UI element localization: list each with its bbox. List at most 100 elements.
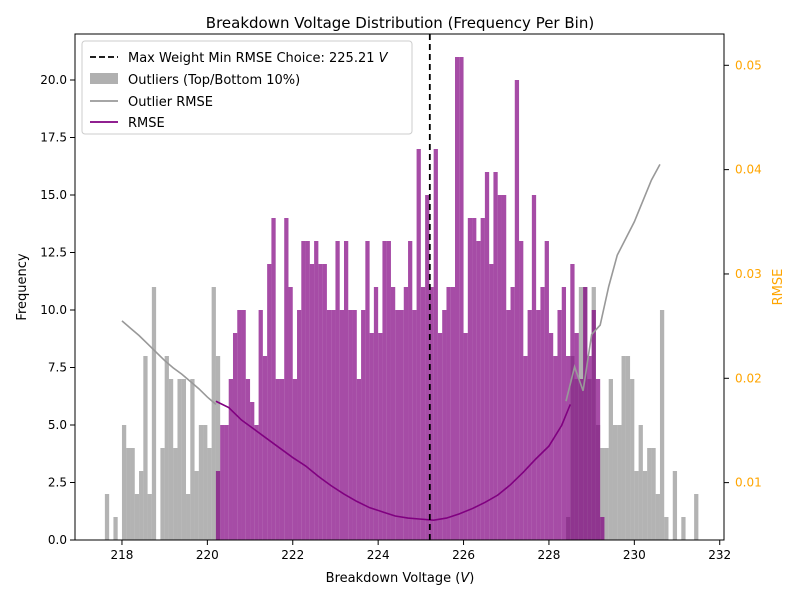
outlier-bar [681,517,686,540]
legend-choice-unit: V [379,51,389,66]
y-tick-label: 20.0 [40,73,67,87]
chart-title: Breakdown Voltage Distribution (Frequenc… [206,14,594,32]
inlier-bar [416,149,421,540]
outlier-bar [130,448,135,540]
outlier-bar [207,448,212,540]
inlier-bar [484,172,490,540]
inlier-bar [519,241,524,540]
inlier-bar [463,333,468,540]
inlier-bar [433,149,438,540]
inlier-bar [476,241,481,540]
outlier-bar [113,517,118,540]
outlier-bar [211,287,216,540]
inlier-bar [467,218,473,540]
outlier-bar [651,448,656,540]
x-tick-label: 226 [452,548,475,562]
inlier-bar [425,195,430,540]
x-tick-label: 222 [281,548,304,562]
inlier-bar [472,218,477,540]
inlier-bar [386,241,391,540]
y-tick-label: 10.0 [40,303,67,317]
inlier-bar [279,379,285,540]
inlier-bar [356,379,362,540]
x-tick-label: 228 [537,548,560,562]
legend-box [81,40,413,135]
outlier-bar [194,471,199,540]
inlier-bar [369,333,374,540]
outlier-bar [647,448,652,540]
y-tick-label: 5.0 [48,418,67,432]
outlier-bar [121,425,127,540]
outlier-bar [168,379,174,540]
inlier-bar [497,195,502,540]
inlier-bar [523,356,528,540]
outlier-bar [621,356,626,540]
inlier-bar [429,287,434,540]
axes-frame [74,33,725,541]
inlier-bar [284,218,289,540]
rmse-tick-label: 0.03 [735,267,762,281]
x-tick-label: 220 [196,548,219,562]
inlier-bar [399,310,404,540]
outlier-bar [134,494,140,540]
outlier-bar [604,448,609,540]
outlier-rmse-line-right [565,164,661,402]
inlier-bar [553,356,558,540]
inlier-bar [365,241,370,540]
inlier-bar [382,241,387,540]
inlier-bar [318,264,323,540]
inlier-bar [506,310,511,540]
outlier-bar [672,471,678,540]
outlier-bar [186,494,191,540]
rmse-axis-ticks: 0.01 0.02 0.03 0.04 0.05 [724,58,762,490]
inlier-bar [595,379,601,540]
inlier-bar [275,379,280,540]
inlier-bar [339,310,344,540]
outlier-bar [634,471,639,540]
inlier-bar [258,310,263,540]
outlier-bar [655,494,660,540]
inlier-bar [420,287,426,540]
inlier-bar [390,287,396,540]
outlier-bar [612,425,618,540]
outlier-bar [694,494,699,540]
x-tick-label: 224 [367,548,390,562]
outlier-bar [190,379,195,540]
outlier-bar [203,425,208,540]
outlier-bar [642,471,648,540]
inlier-bar [241,310,246,540]
inlier-bar [262,356,268,540]
inlier-bar [514,80,520,540]
outlier-bar [215,356,221,540]
y-tick-label: 7.5 [48,361,67,375]
inlier-bar [215,471,221,540]
inlier-bar [557,310,562,540]
rmse-axis-label: RMSE [771,269,786,306]
inlier-bar [288,287,293,540]
y-tick-label: 17.5 [40,131,67,145]
inlier-bar [228,379,233,540]
inlier-bar [455,57,460,540]
inlier-bar [600,517,605,540]
y-tick-label: 15.0 [40,188,67,202]
outlier-bar [181,379,187,540]
y-axis-label: Frequency [15,253,30,320]
inlier-bar [570,264,575,540]
inlier-bar [305,241,310,540]
inlier-bar [237,310,242,540]
inlier-bar [591,310,596,540]
inlier-bar [297,310,302,540]
outlier-bar [198,425,204,540]
inlier-bar [544,241,549,540]
rmse-line [215,400,572,521]
inlier-bar [224,425,229,540]
outlier-bar [630,379,635,540]
x-axis-ticks: 218 220 222 224 226 228 230 232 [111,540,731,562]
inlier-bar [309,264,315,540]
inlier-bar [548,333,554,540]
rmse-tick-label: 0.05 [735,58,762,72]
x-tick-label: 232 [708,548,731,562]
outlier-bar [164,356,169,540]
inlier-bar [314,241,319,540]
